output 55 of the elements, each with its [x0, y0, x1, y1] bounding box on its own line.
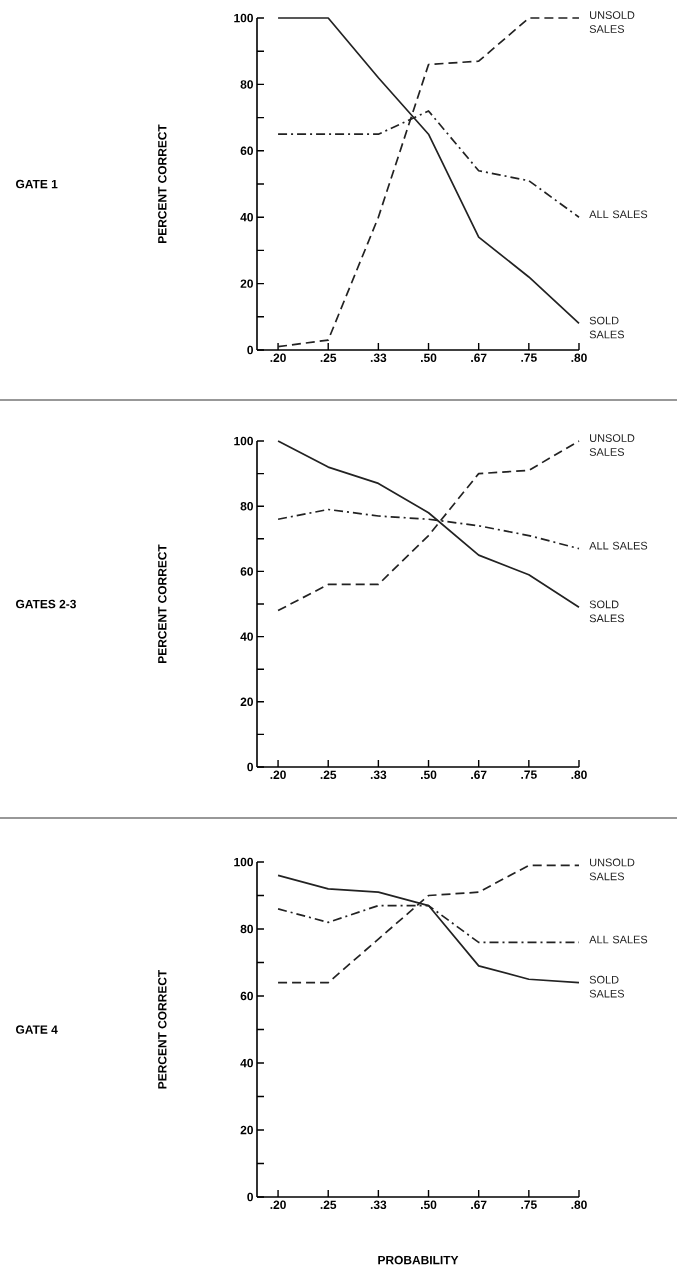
text: GATE 4 — [16, 1025, 58, 1034]
text: GATE 1 — [16, 179, 58, 189]
y-tick-label: 100 — [234, 436, 253, 446]
y-tick-label: 40 — [240, 212, 253, 222]
x-tick-label: .33 — [370, 353, 387, 363]
x-tick-label: .50 — [421, 770, 437, 779]
series-label: UNSOLD SALES — [589, 434, 635, 456]
x-tick-label: .50 — [421, 353, 437, 362]
x-tick-label: .75 — [521, 353, 537, 362]
text: GATES 2-3 — [16, 599, 76, 609]
x-tick-label: .25 — [320, 770, 337, 779]
x-tick-label: .25 — [320, 1200, 337, 1209]
x-tick-label: .67 — [471, 353, 487, 362]
series-label: SOLD SALES — [589, 316, 625, 339]
x-tick-label: .20 — [270, 353, 286, 362]
series-label: ALL SALES — [589, 935, 648, 944]
x-tick-label: .75 — [521, 1200, 537, 1209]
y-axis-title: PERCENT CORRECT — [158, 124, 167, 243]
x-tick-label: .20 — [270, 770, 286, 779]
y-tick-label: 20 — [240, 1125, 253, 1135]
y-tick-label: 0 — [247, 762, 253, 772]
x-tick-label: .80 — [571, 1200, 587, 1209]
x-tick-label: .75 — [521, 770, 537, 779]
x-axis-title: PROBABILITY — [378, 1255, 459, 1265]
y-axis-title: PERCENT CORRECT — [158, 544, 167, 663]
y-tick-label: 100 — [234, 13, 253, 23]
y-tick-label: 40 — [240, 632, 253, 641]
y-axis-title: PERCENT CORRECT — [158, 969, 167, 1089]
x-tick-label: .33 — [370, 1200, 387, 1210]
x-tick-label: .50 — [421, 1200, 437, 1209]
y-tick-label: 0 — [247, 1192, 253, 1202]
y-tick-label: 80 — [240, 80, 253, 89]
series-label: UNSOLD SALES — [589, 858, 635, 881]
series-label: ALL SALES — [589, 210, 648, 219]
x-tick-label: .67 — [471, 770, 487, 779]
series-label: SOLD SALES — [589, 975, 625, 998]
x-tick-label: .80 — [571, 353, 587, 362]
x-tick-label: .67 — [471, 1200, 487, 1209]
y-tick-label: 40 — [240, 1058, 253, 1068]
series-label: UNSOLD SALES — [589, 11, 635, 33]
y-tick-label: 80 — [240, 924, 253, 934]
x-tick-label: .80 — [571, 770, 587, 779]
x-tick-label: .25 — [320, 353, 337, 362]
y-tick-label: 60 — [240, 991, 253, 1001]
series-label: SOLD SALES — [589, 600, 625, 623]
y-tick-label: 0 — [247, 345, 253, 355]
y-tick-label: 20 — [240, 697, 253, 707]
x-tick-label: .33 — [370, 770, 387, 780]
x-tick-label: .20 — [270, 1200, 286, 1209]
y-tick-label: 60 — [240, 146, 253, 156]
y-tick-label: 20 — [240, 279, 253, 288]
y-tick-label: 60 — [240, 567, 253, 576]
y-tick-label: 80 — [240, 501, 253, 511]
series-label: ALL SALES — [589, 541, 648, 550]
y-tick-label: 100 — [234, 857, 253, 867]
